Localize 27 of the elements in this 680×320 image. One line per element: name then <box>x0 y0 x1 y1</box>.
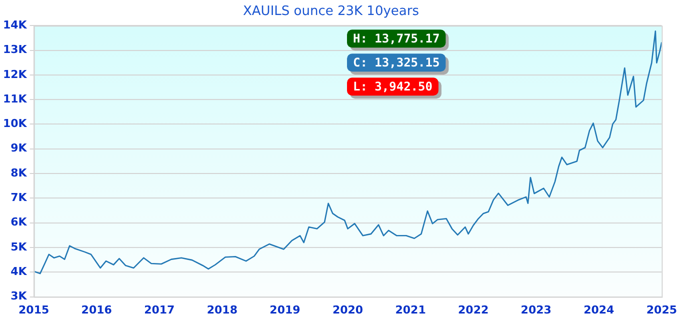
x-tick-label: 2022 <box>458 303 489 316</box>
y-tick-label: 14K <box>2 18 28 32</box>
y-tick-label: 3K <box>10 290 28 303</box>
y-tick-label: 4K <box>10 265 28 278</box>
x-tick-label: 2019 <box>270 303 300 316</box>
y-tick-label: 9K <box>10 142 28 155</box>
annotation: C: 13,325.15 <box>353 56 440 70</box>
x-tick-label: 2018 <box>206 303 238 316</box>
x-tick-label: 2016 <box>81 303 112 316</box>
annotation: L: 3,942.50 <box>353 80 432 94</box>
x-tick-label: 2025 <box>646 303 678 316</box>
y-tick-label: 12K <box>2 68 28 81</box>
x-tick-label: 2023 <box>520 303 552 316</box>
x-tick-label: 2017 <box>144 303 175 316</box>
x-tick-label: 2024 <box>584 303 615 316</box>
y-tick-label: 11K <box>2 92 28 106</box>
x-tick-label: 2021 <box>395 303 426 316</box>
y-tick-label: 5K <box>10 240 28 254</box>
y-tick-label: 10K <box>2 117 28 130</box>
annotation: H: 13,775.17 <box>353 32 440 46</box>
y-tick-label: 13K <box>2 43 28 56</box>
y-tick-label: 6K <box>10 216 28 229</box>
x-tick-label: 2015 <box>18 303 50 316</box>
chart-title: XAUILS ounce 23K 10years <box>242 4 420 20</box>
x-tick-label: 2020 <box>332 303 364 316</box>
y-tick-label: 7K <box>10 191 28 204</box>
y-tick-label: 8K <box>10 166 28 180</box>
